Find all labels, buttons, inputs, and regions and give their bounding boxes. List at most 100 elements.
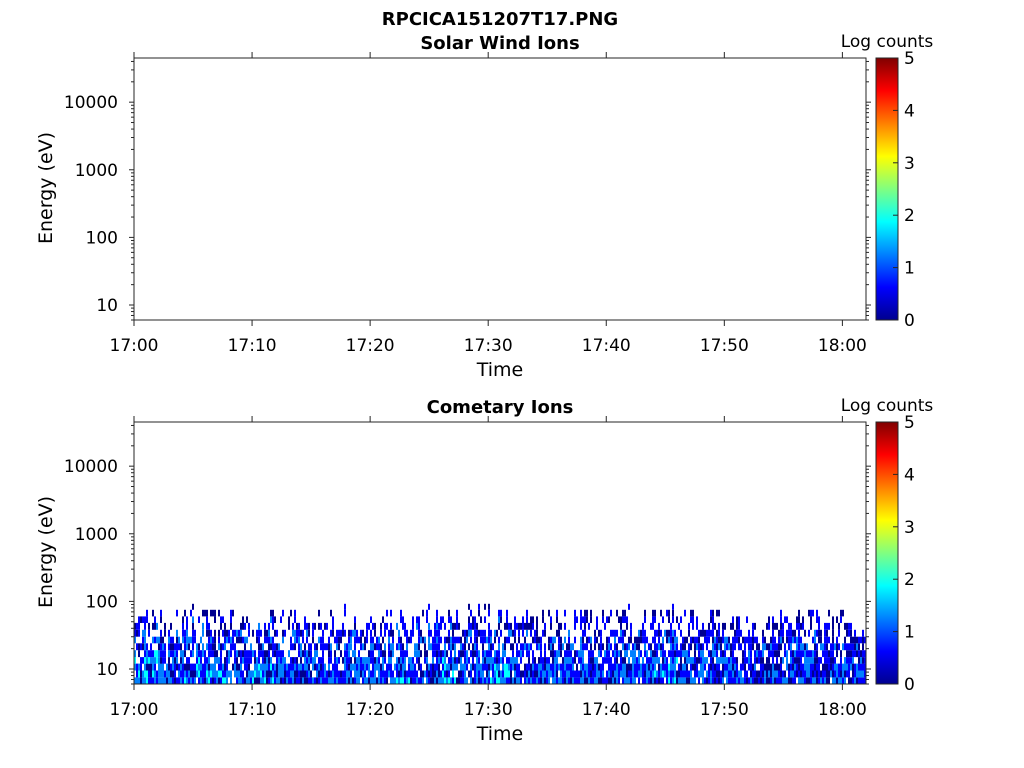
heatmap-cell bbox=[240, 677, 242, 684]
heatmap-cell bbox=[220, 643, 222, 651]
heatmap-cell bbox=[466, 629, 468, 637]
heatmap-cell bbox=[320, 677, 322, 684]
heatmap-cell bbox=[452, 677, 454, 684]
heatmap-cell bbox=[256, 663, 258, 671]
heatmap-cell bbox=[490, 643, 492, 651]
heatmap-cell bbox=[482, 670, 484, 678]
heatmap-cell bbox=[732, 670, 734, 678]
heatmap-cell bbox=[518, 663, 520, 671]
heatmap-cell bbox=[274, 643, 276, 651]
heatmap-cell bbox=[802, 622, 804, 630]
heatmap-cell bbox=[602, 670, 604, 678]
heatmap-cell bbox=[526, 677, 528, 684]
heatmap-cell bbox=[670, 643, 672, 651]
heatmap-cell bbox=[504, 643, 506, 651]
heatmap-cell bbox=[256, 657, 258, 664]
heatmap-cell bbox=[708, 650, 710, 658]
colorbar-tick-label: 1 bbox=[904, 623, 915, 643]
heatmap-cell bbox=[312, 622, 314, 630]
heatmap-cell bbox=[524, 643, 526, 651]
heatmap-cell bbox=[638, 636, 640, 644]
heatmap-cell bbox=[226, 663, 228, 671]
heatmap-cell bbox=[790, 629, 792, 637]
heatmap-cell bbox=[454, 657, 456, 664]
heatmap-cell bbox=[238, 670, 240, 678]
heatmap-cell bbox=[838, 670, 840, 678]
heatmap-cell bbox=[826, 670, 828, 678]
heatmap-cell bbox=[744, 650, 746, 658]
heatmap-cell bbox=[634, 670, 636, 678]
heatmap-cell bbox=[822, 643, 824, 651]
heatmap-cell bbox=[316, 650, 318, 658]
heatmap-cell bbox=[718, 677, 720, 684]
heatmap-cell bbox=[450, 677, 452, 684]
heatmap-cell bbox=[372, 677, 374, 684]
heatmap-cell bbox=[616, 650, 618, 658]
heatmap-cell bbox=[818, 622, 820, 630]
heatmap-cell bbox=[606, 657, 608, 664]
heatmap-cell bbox=[188, 657, 190, 664]
heatmap-cell bbox=[654, 670, 656, 678]
heatmap-cell bbox=[600, 663, 602, 671]
heatmap-cell bbox=[196, 670, 198, 678]
heatmap-cell bbox=[854, 677, 856, 684]
y-tick-label: 10000 bbox=[64, 93, 118, 113]
heatmap-cell bbox=[614, 663, 616, 671]
heatmap-cell bbox=[446, 663, 448, 671]
heatmap-cell bbox=[832, 643, 834, 651]
heatmap-cell bbox=[780, 657, 782, 664]
panel-title: Solar Wind Ions bbox=[420, 33, 579, 54]
heatmap-cell bbox=[502, 663, 504, 671]
heatmap-cell bbox=[268, 670, 270, 678]
x-tick-label: 18:00 bbox=[818, 700, 867, 720]
heatmap-cell bbox=[158, 663, 160, 671]
heatmap-cell bbox=[364, 670, 366, 678]
heatmap-cell bbox=[808, 609, 810, 617]
heatmap-cell bbox=[662, 636, 664, 644]
heatmap-cell bbox=[580, 663, 582, 671]
heatmap-cell bbox=[816, 643, 818, 651]
heatmap-cell bbox=[558, 629, 560, 637]
heatmap-cell bbox=[556, 663, 558, 671]
heatmap-cell bbox=[822, 650, 824, 658]
heatmap-cell bbox=[380, 643, 382, 651]
heatmap-cell bbox=[680, 650, 682, 658]
heatmap-cell bbox=[362, 663, 364, 671]
heatmap-cell bbox=[466, 657, 468, 664]
heatmap-cell bbox=[780, 629, 782, 637]
heatmap-cell bbox=[514, 616, 516, 623]
heatmap-cell bbox=[186, 636, 188, 644]
heatmap-cell bbox=[464, 650, 466, 658]
heatmap-cell bbox=[710, 657, 712, 664]
heatmap-cell bbox=[288, 650, 290, 658]
heatmap-cell bbox=[328, 643, 330, 651]
heatmap-cell bbox=[682, 643, 684, 651]
heatmap-cell bbox=[600, 643, 602, 651]
heatmap-cell bbox=[642, 629, 644, 637]
heatmap-cell bbox=[852, 650, 854, 658]
heatmap-cell bbox=[676, 636, 678, 644]
heatmap-cell bbox=[476, 622, 478, 630]
heatmap-cell bbox=[162, 657, 164, 664]
heatmap-cell bbox=[602, 616, 604, 623]
heatmap-cell bbox=[434, 622, 436, 630]
heatmap-cell bbox=[418, 616, 420, 623]
heatmap-cell bbox=[234, 663, 236, 671]
x-tick-label: 17:40 bbox=[582, 700, 631, 720]
heatmap-cell bbox=[522, 629, 524, 637]
heatmap-cell bbox=[636, 663, 638, 671]
heatmap-cell bbox=[720, 670, 722, 678]
heatmap-cell bbox=[552, 650, 554, 658]
heatmap-cell bbox=[790, 677, 792, 684]
heatmap-cell bbox=[796, 657, 798, 664]
heatmap-cell bbox=[758, 670, 760, 678]
heatmap-cell bbox=[394, 677, 396, 684]
heatmap-cell bbox=[650, 622, 652, 630]
heatmap-cell bbox=[270, 616, 272, 623]
heatmap-cell bbox=[852, 657, 854, 664]
heatmap-cell bbox=[304, 616, 306, 623]
heatmap-cell bbox=[642, 622, 644, 630]
heatmap-cell bbox=[222, 616, 224, 623]
heatmap-cell bbox=[628, 643, 630, 651]
heatmap-cell bbox=[490, 629, 492, 637]
